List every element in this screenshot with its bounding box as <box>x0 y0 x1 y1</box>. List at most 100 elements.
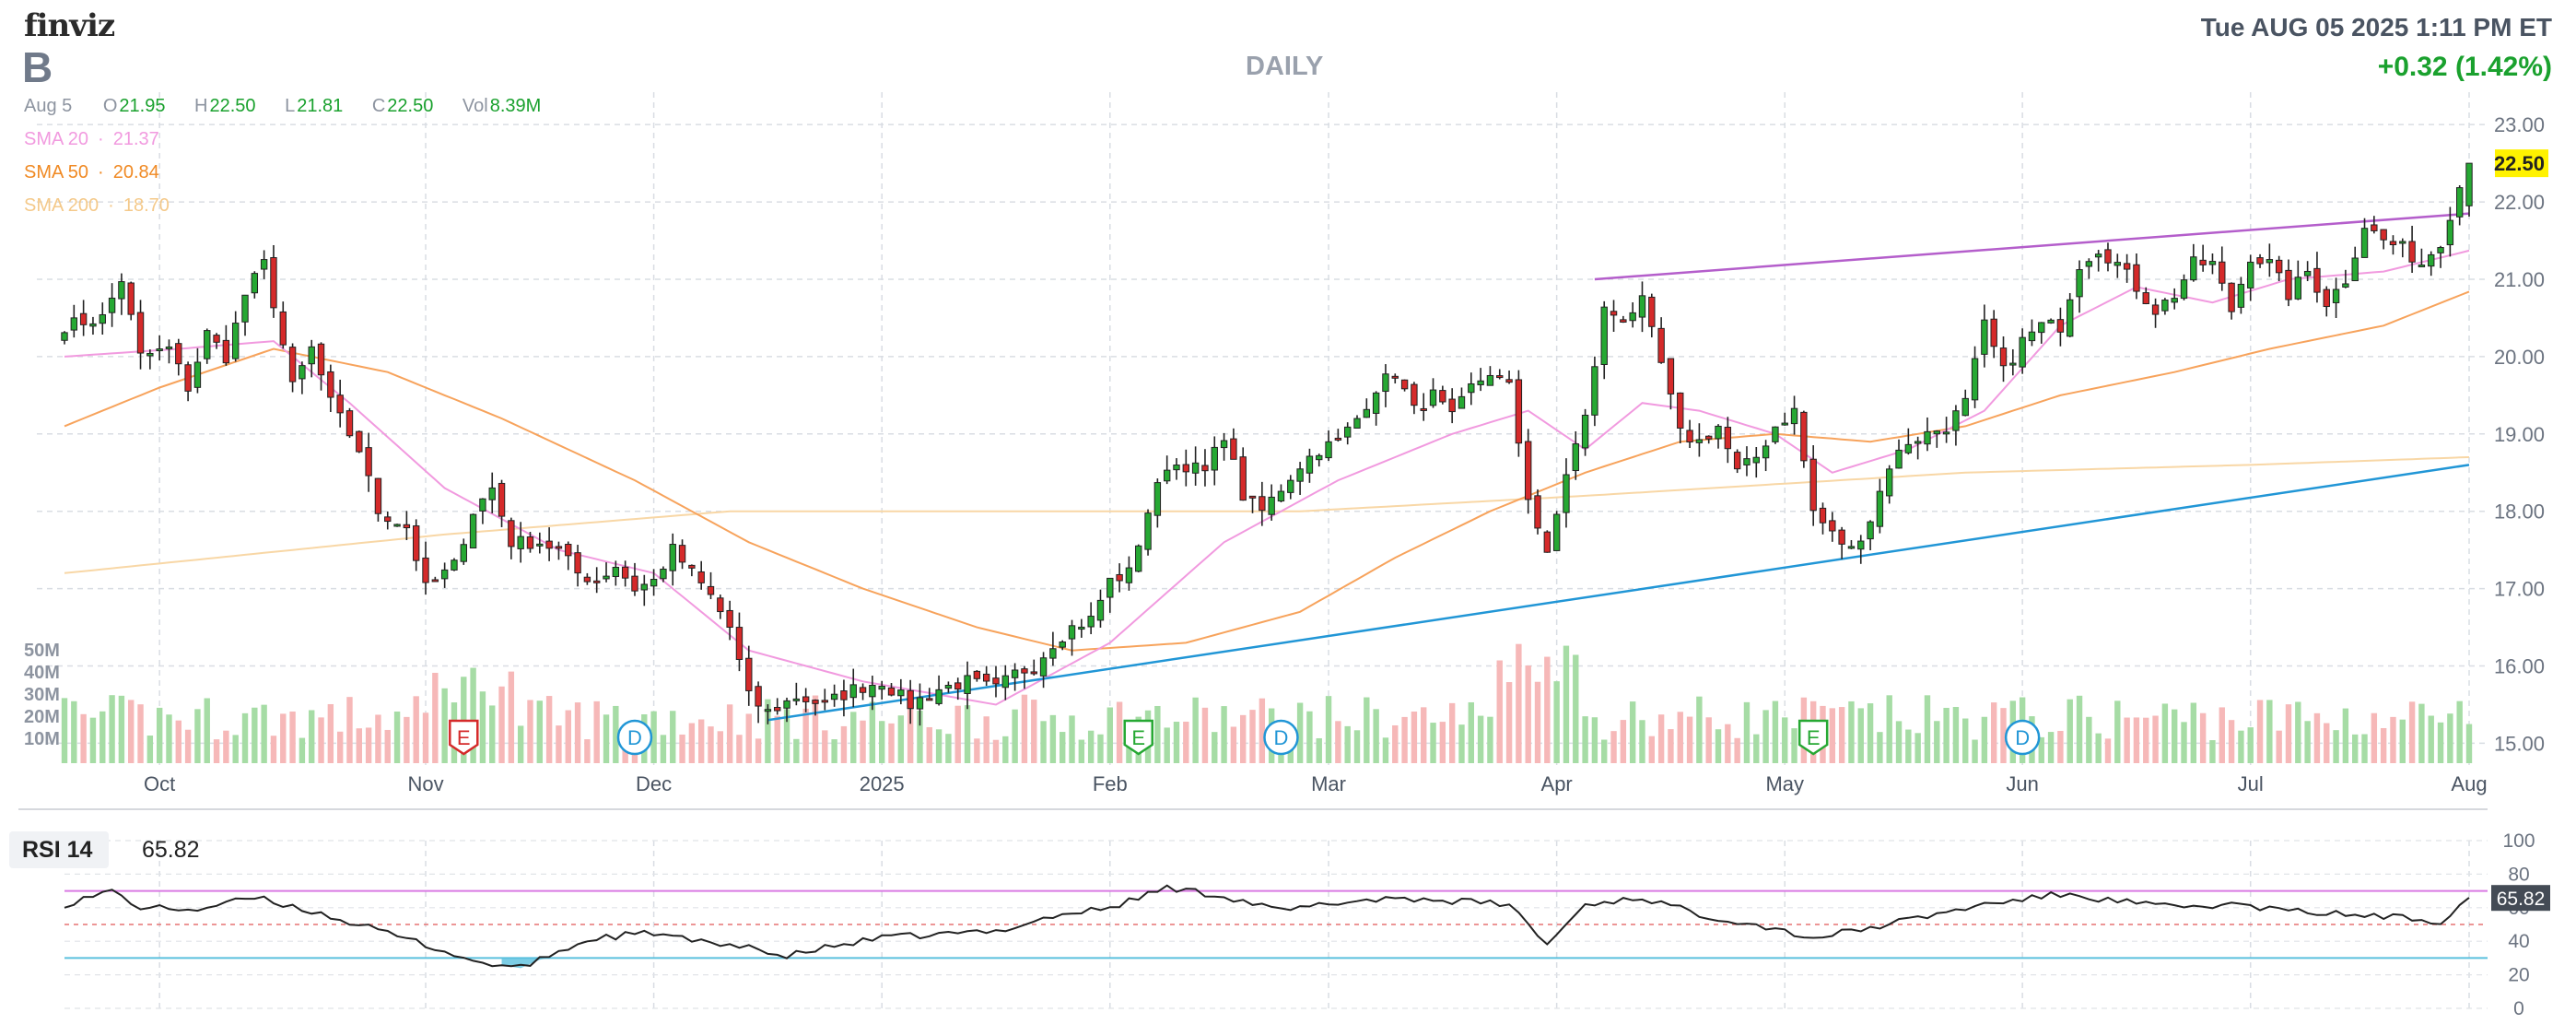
candle-body <box>2151 304 2160 315</box>
candle-body <box>2113 262 2121 266</box>
sma50-legend[interactable]: SMA 50 · 20.84 <box>24 162 159 182</box>
volume-bar <box>89 717 97 763</box>
volume-bar <box>2418 703 2425 763</box>
date-tick-label: Dec <box>636 772 672 795</box>
volume-bar <box>2124 717 2130 763</box>
candle-body <box>774 706 781 712</box>
date-time: Tue AUG 05 2025 1:11 PM ET <box>2200 13 2552 41</box>
timeframe-label[interactable]: DAILY <box>1246 52 1324 81</box>
candle-body <box>2228 282 2235 312</box>
price-badge <box>2495 149 2548 178</box>
candle-body <box>1999 347 2008 367</box>
candle-body <box>992 677 1000 685</box>
volume-bar <box>1534 681 1541 763</box>
candle-body <box>1772 426 1779 442</box>
rsi-tick-label: 20 <box>2508 965 2529 986</box>
candle-body <box>451 559 458 571</box>
event-marker-letter: D <box>2015 726 2030 749</box>
candle-body <box>2399 241 2406 244</box>
volume-bar <box>1648 736 1656 763</box>
sma20-value: 21.37 <box>112 129 159 149</box>
ohlc-date: Aug 5 <box>24 96 73 116</box>
volume-bar <box>61 698 68 763</box>
candle-body <box>1001 675 1010 689</box>
candle-body <box>1268 496 1275 515</box>
candle-body <box>1116 573 1123 582</box>
volume-bar <box>517 725 524 763</box>
volume-tick-label: 20M <box>24 707 60 727</box>
finviz-logo[interactable]: finviz <box>24 7 115 44</box>
rsi-label[interactable]: RSI 14 <box>9 831 109 868</box>
candle-body <box>640 583 648 591</box>
trendlines[interactable] <box>767 212 2470 722</box>
candle-body <box>1059 641 1066 648</box>
volume-bar <box>1981 716 1988 763</box>
volume-bar <box>2371 712 2378 763</box>
candle-body <box>840 690 848 700</box>
volume-bar <box>422 712 429 763</box>
candle-body <box>1686 430 1693 443</box>
candle-body <box>1191 462 1200 474</box>
volume-bar <box>1877 732 1883 763</box>
candle-body <box>650 579 658 587</box>
rsi-tick-label: 0 <box>2513 998 2524 1019</box>
volume-bar <box>1344 725 1351 763</box>
volume-bar <box>1639 720 1645 763</box>
volume-bar <box>1848 700 1855 763</box>
candle-body <box>2371 224 2378 231</box>
volume-bar <box>1867 703 1874 763</box>
volume-bar <box>1430 723 1436 763</box>
candle-body <box>1325 441 1332 459</box>
candle-body <box>1458 395 1466 409</box>
candle-body <box>1030 671 1037 675</box>
candle-body <box>213 335 220 343</box>
volume-bar <box>945 734 952 763</box>
sma200-path <box>64 456 2470 574</box>
event-marker-letter: D <box>627 726 642 749</box>
candle-body <box>1201 465 1209 472</box>
event-marker-letter: E <box>1807 726 1821 749</box>
volume-value: 8.39M <box>489 96 542 116</box>
candle-body <box>2219 261 2226 284</box>
volume-bar <box>726 704 733 763</box>
candle-body <box>1316 454 1323 461</box>
candle-body <box>2313 267 2321 293</box>
volume-bar <box>1657 714 1665 763</box>
volume-bar <box>974 738 980 763</box>
candle-body <box>1895 449 1903 469</box>
candle-body <box>1343 426 1352 438</box>
candle-body <box>802 696 810 702</box>
sma20-legend[interactable]: SMA 20 · 21.37 <box>24 129 159 149</box>
sma50-label: SMA 50 <box>24 162 89 182</box>
volume-bar <box>1439 722 1446 763</box>
volume-bar <box>1097 734 1104 763</box>
candle-body <box>1867 521 1874 540</box>
candle-body <box>1087 616 1095 628</box>
volume-bar <box>393 711 401 763</box>
volume-bar <box>2408 701 2416 763</box>
volume-bar <box>2181 722 2187 763</box>
volume-bar <box>1221 706 1227 763</box>
volume-bar <box>2161 703 2169 763</box>
candle-body <box>1211 446 1218 471</box>
volume-bar <box>80 713 87 763</box>
open-value: 21.95 <box>119 96 166 116</box>
volume-bar <box>1364 697 1370 763</box>
volume-bar <box>926 726 932 763</box>
candle-body <box>498 482 506 517</box>
volume-bar <box>2266 700 2273 763</box>
volume-bar <box>1573 654 1579 763</box>
candle-body <box>612 566 620 578</box>
volume-bar <box>584 739 591 763</box>
volume-bar <box>1943 707 1950 763</box>
volume-bar <box>783 709 790 763</box>
volume-bar <box>1725 724 1731 763</box>
candle-body <box>1429 389 1437 406</box>
volume-bar <box>261 704 267 763</box>
volume-bar <box>146 736 154 763</box>
sma200-legend[interactable]: SMA 200 · 18.70 <box>24 195 170 216</box>
candle-body <box>1468 383 1475 394</box>
volume-bar <box>1002 736 1009 763</box>
